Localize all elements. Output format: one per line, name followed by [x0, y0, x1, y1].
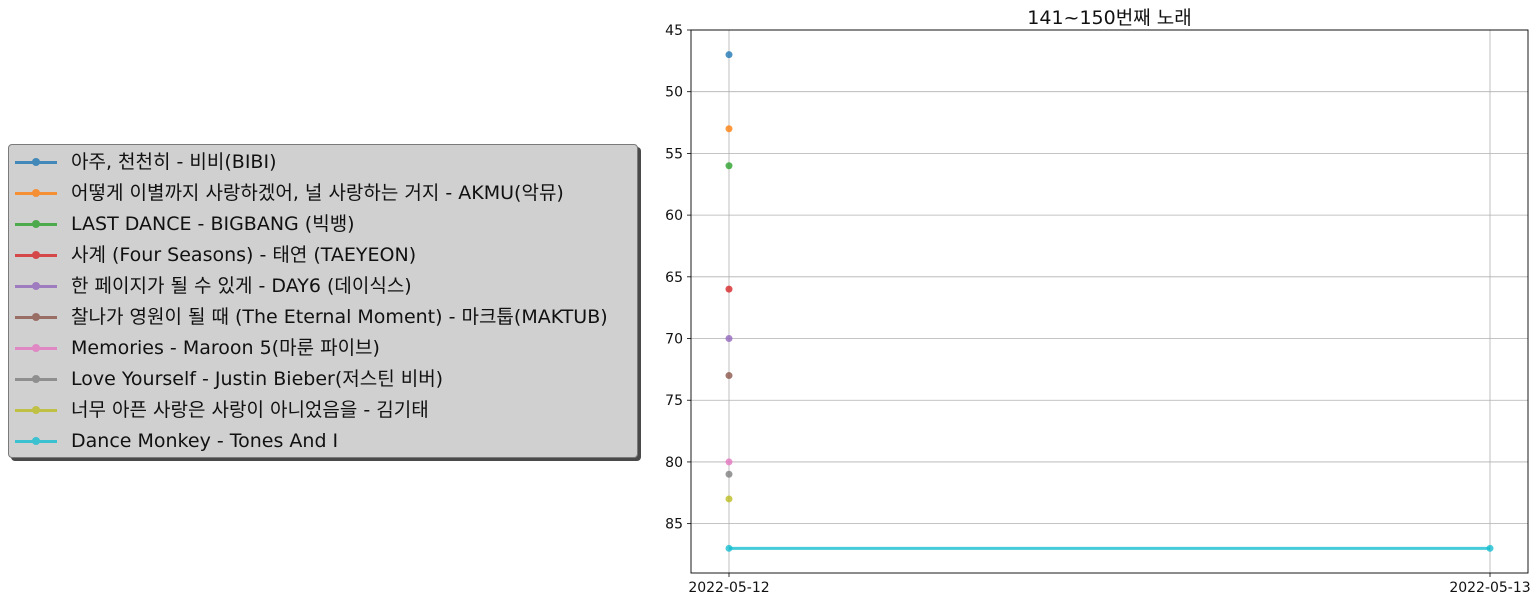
data-point — [725, 495, 733, 503]
legend-label: 찰나가 영원이 될 때 (The Eternal Moment) - 마크툽(M… — [71, 306, 608, 328]
x-tick-label: 2022-05-12 — [688, 580, 769, 596]
legend-line-marker — [15, 282, 57, 290]
y-tick-label: 80 — [665, 455, 683, 471]
legend-dot-marker — [32, 313, 40, 321]
legend-line-marker — [15, 437, 57, 445]
y-tick-label: 70 — [665, 332, 683, 348]
data-point — [725, 51, 733, 59]
legend-dot-marker — [32, 344, 40, 352]
plot-area-frame — [690, 29, 1529, 574]
y-tick-label: 85 — [665, 517, 683, 533]
data-point — [725, 162, 733, 170]
y-tick-label: 65 — [665, 270, 683, 286]
legend-label: 어떻게 이별까지 사랑하겠어, 널 사랑하는 거지 - AKMU(악뮤) — [71, 182, 564, 204]
legend-dot-marker — [32, 406, 40, 414]
legend-item: Love Yourself - Justin Bieber(저스틴 비버) — [9, 364, 637, 395]
y-tick-label: 75 — [665, 393, 683, 409]
legend-line-marker — [15, 251, 57, 259]
legend-label: 한 페이지가 될 수 있게 - DAY6 (데이식스) — [71, 275, 412, 297]
legend-line-marker — [15, 158, 57, 166]
legend-label: 아주, 천천히 - 비비(BIBI) — [71, 151, 277, 173]
legend-dot-marker — [32, 158, 40, 166]
chart-title: 141~150번째 노래 — [1027, 7, 1192, 29]
data-point — [725, 125, 733, 133]
data-point — [1486, 544, 1494, 552]
legend-dot-marker — [32, 437, 40, 445]
y-tick-label: 50 — [665, 85, 683, 101]
legend-item: Dance Monkey - Tones And I — [9, 426, 637, 457]
legend-line-marker — [15, 344, 57, 352]
legend-label: Love Yourself - Justin Bieber(저스틴 비버) — [71, 368, 444, 390]
legend-item: 한 페이지가 될 수 있게 - DAY6 (데이식스) — [9, 271, 637, 302]
data-point — [725, 470, 733, 478]
legend-line-marker — [15, 375, 57, 383]
legend-item: LAST DANCE - BIGBANG (빅뱅) — [9, 209, 637, 240]
legend-dot-marker — [32, 189, 40, 197]
legend-dot-marker — [32, 282, 40, 290]
chart-legend: 아주, 천천히 - 비비(BIBI) 어떻게 이별까지 사랑하겠어, 널 사랑하는… — [8, 144, 638, 458]
legend-line-marker — [15, 189, 57, 197]
data-point — [725, 285, 733, 293]
legend-item: 찰나가 영원이 될 때 (The Eternal Moment) - 마크툽(M… — [9, 302, 637, 333]
legend-item: 아주, 천천히 - 비비(BIBI) — [9, 147, 637, 178]
legend-dot-marker — [32, 220, 40, 228]
x-tick-label: 2022-05-13 — [1449, 580, 1530, 596]
y-tick-label: 55 — [665, 146, 683, 162]
legend-label: Dance Monkey - Tones And I — [71, 430, 339, 452]
y-tick-label: 45 — [665, 23, 683, 39]
legend-label: LAST DANCE - BIGBANG (빅뱅) — [71, 213, 355, 235]
legend-line-marker — [15, 406, 57, 414]
legend-label: Memories - Maroon 5(마룬 파이브) — [71, 337, 380, 359]
legend-label: 사계 (Four Seasons) - 태연 (TAEYEON) — [71, 244, 417, 266]
legend-dot-marker — [32, 251, 40, 259]
data-point — [725, 335, 733, 343]
legend-dot-marker — [32, 375, 40, 383]
data-point — [725, 372, 733, 380]
legend-item: Memories - Maroon 5(마룬 파이브) — [9, 333, 637, 364]
legend-line-marker — [15, 220, 57, 228]
legend-label: 너무 아픈 사랑은 사랑이 아니었음을 - 김기태 — [71, 399, 429, 421]
data-point — [725, 544, 733, 552]
legend-item: 어떻게 이별까지 사랑하겠어, 널 사랑하는 거지 - AKMU(악뮤) — [9, 178, 637, 209]
legend-line-marker — [15, 313, 57, 321]
y-tick-label: 60 — [665, 208, 683, 224]
legend-item: 사계 (Four Seasons) - 태연 (TAEYEON) — [9, 240, 637, 271]
legend-item: 너무 아픈 사랑은 사랑이 아니었음을 - 김기태 — [9, 395, 637, 426]
data-point — [725, 458, 733, 466]
